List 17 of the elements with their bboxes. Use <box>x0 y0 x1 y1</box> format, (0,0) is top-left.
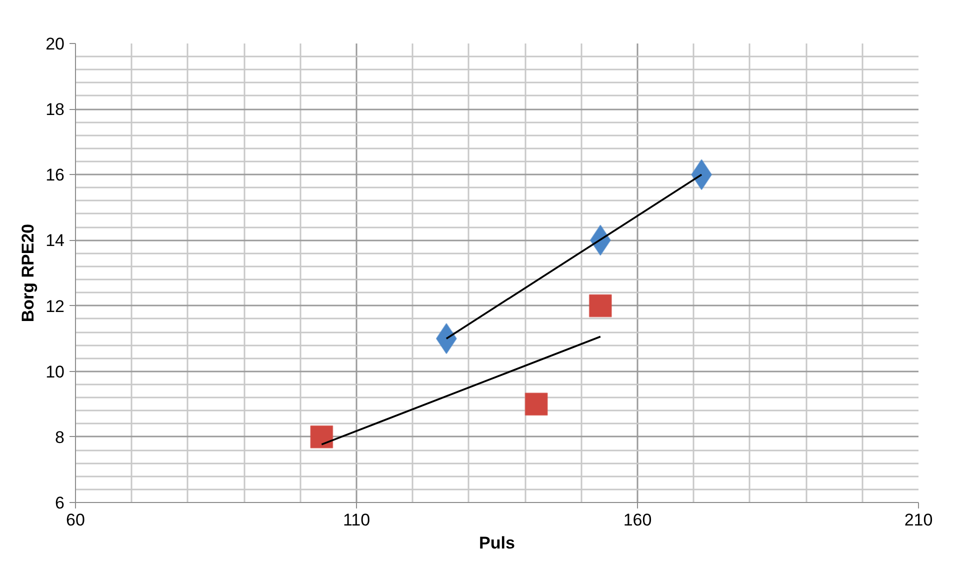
y-tick-label: 10 <box>46 362 65 382</box>
y-tick-label: 14 <box>46 231 65 250</box>
y-tick-label: 6 <box>55 494 65 512</box>
y-tick-label: 8 <box>55 428 65 447</box>
y-tick-label: 16 <box>46 166 65 185</box>
y-tick-label: 20 <box>46 34 65 54</box>
x-tick-label: 110 <box>342 510 370 530</box>
x-tick-label: 210 <box>904 510 933 530</box>
y-axis-title: Borg RPE20 <box>18 224 38 322</box>
point <box>310 425 334 448</box>
y-tick-label: 18 <box>46 100 65 120</box>
point <box>588 294 612 318</box>
x-tick-label: 60 <box>66 510 85 530</box>
x-axis-title: Puls <box>479 534 515 552</box>
y-tick-label: 12 <box>46 296 65 316</box>
point <box>524 392 548 416</box>
x-tick-label: 160 <box>623 510 652 530</box>
